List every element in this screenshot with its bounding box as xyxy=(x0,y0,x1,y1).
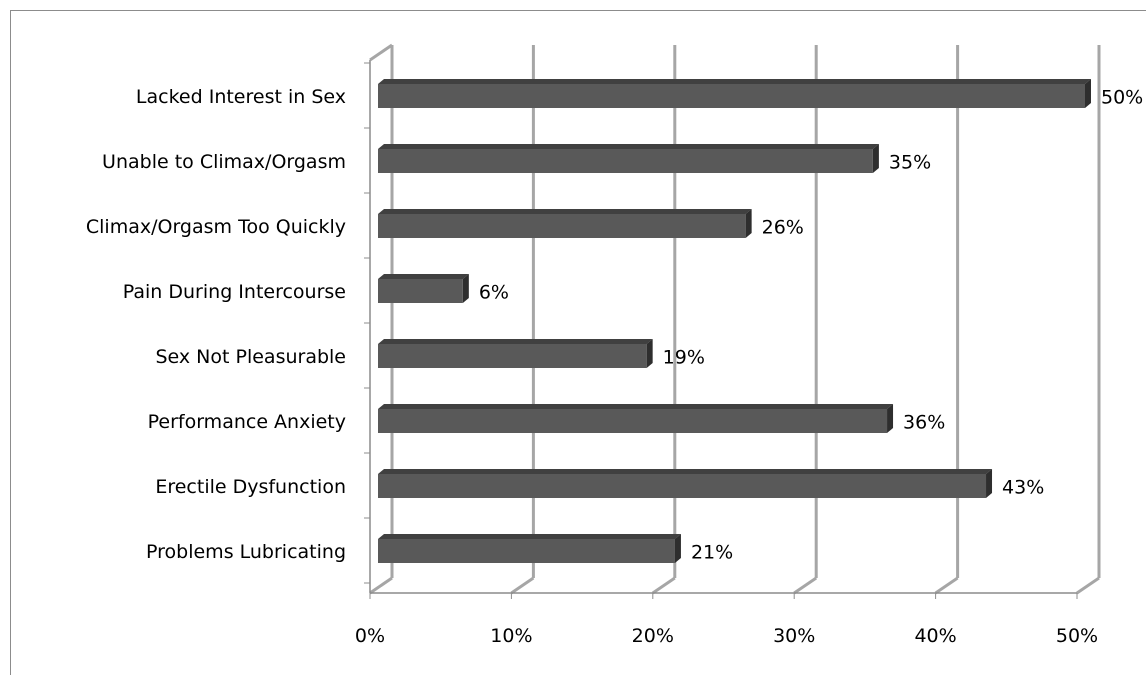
category-label: Climax/Orgasm Too Quickly xyxy=(86,216,346,238)
bar xyxy=(378,279,463,303)
floor-gridline xyxy=(369,576,393,595)
x-tick-label: 40% xyxy=(914,625,956,647)
x-tick-label: 30% xyxy=(773,625,815,647)
bar-side-face xyxy=(887,404,894,433)
bar xyxy=(378,344,647,368)
bar-side-face xyxy=(646,339,653,368)
bar xyxy=(378,214,746,238)
bar-top-face xyxy=(378,209,752,214)
bar-top-face xyxy=(378,339,653,344)
data-label: 19% xyxy=(663,347,705,369)
data-label: 6% xyxy=(479,282,509,304)
bar-side-face xyxy=(674,534,681,563)
floor-gridline xyxy=(934,576,959,595)
data-label: 26% xyxy=(762,217,804,239)
bar xyxy=(378,84,1085,108)
bar-side-face xyxy=(872,144,879,173)
bar-side-face xyxy=(462,274,469,303)
data-label: 50% xyxy=(1101,87,1143,109)
bar-top-face xyxy=(378,404,894,409)
data-label: 43% xyxy=(1002,477,1044,499)
bar xyxy=(378,149,873,173)
data-label: 35% xyxy=(889,152,931,174)
bar-side-face xyxy=(1085,79,1091,108)
bar-top-face xyxy=(378,144,879,149)
category-label: Sex Not Pleasurable xyxy=(155,346,346,368)
bar-top-face xyxy=(378,469,993,474)
x-tick-label: 0% xyxy=(355,625,385,647)
wall-top-edge xyxy=(369,43,393,62)
category-label: Unable to Climax/Orgasm xyxy=(102,151,346,173)
bar xyxy=(378,474,987,498)
x-tick-label: 50% xyxy=(1056,625,1098,647)
category-label: Lacked Interest in Sex xyxy=(136,86,346,108)
category-label: Problems Lubricating xyxy=(146,541,346,563)
x-tick-label: 10% xyxy=(490,625,532,647)
data-label: 21% xyxy=(691,542,733,564)
bar-top-face xyxy=(378,79,1091,84)
bar-top-face xyxy=(378,274,469,279)
floor-gridline xyxy=(1076,576,1100,595)
bar xyxy=(378,409,888,433)
category-label: Pain During Intercourse xyxy=(123,281,346,303)
floor-gridline xyxy=(651,576,676,595)
category-label: Erectile Dysfunction xyxy=(155,476,346,498)
bar-side-face xyxy=(745,209,752,238)
data-label: 36% xyxy=(903,412,945,434)
x-tick-label: 20% xyxy=(632,625,674,647)
category-label: Performance Anxiety xyxy=(148,411,346,433)
bar-top-face xyxy=(378,534,681,539)
bar xyxy=(378,539,675,563)
floor-gridline xyxy=(510,576,535,595)
bar-side-face xyxy=(986,469,993,498)
floor-gridline xyxy=(793,576,818,595)
